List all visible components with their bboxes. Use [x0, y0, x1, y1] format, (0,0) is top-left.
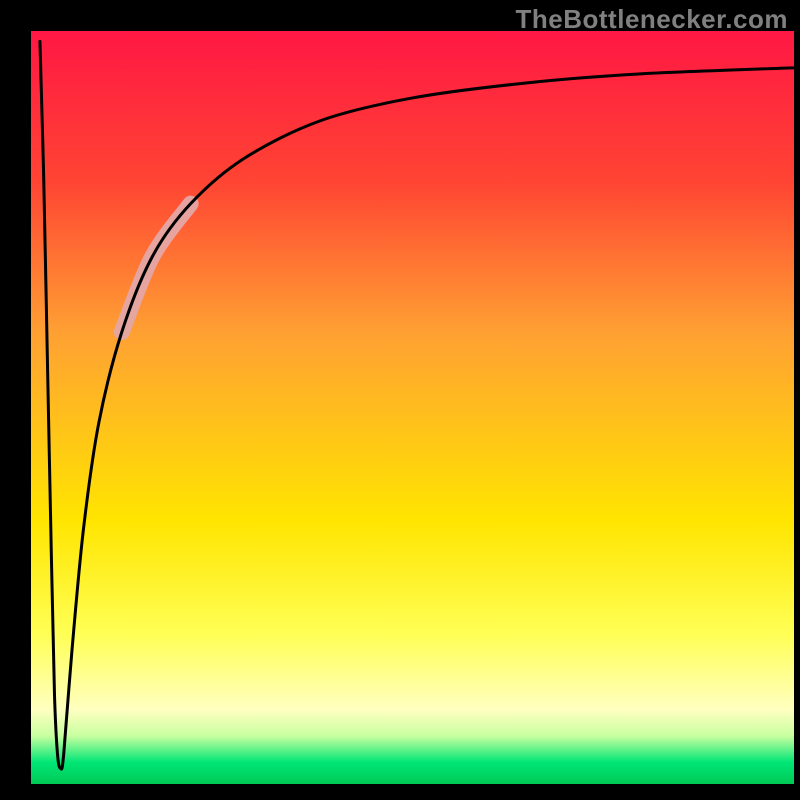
chart-gradient-background	[30, 30, 795, 785]
bottleneck-chart	[0, 0, 800, 800]
watermark-text: TheBottlenecker.com	[516, 4, 788, 35]
